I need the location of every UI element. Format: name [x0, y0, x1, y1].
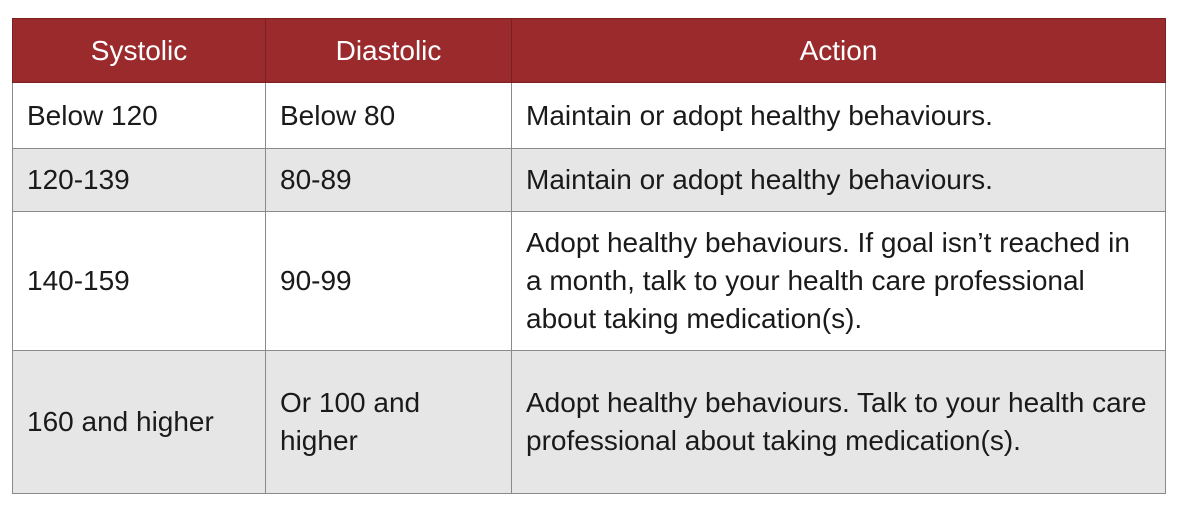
table-row: 160 and higher Or 100 and higher Adopt hea… [12, 350, 1166, 494]
table-row: 140-159 90-99 Adopt healthy behaviours. If… [12, 211, 1166, 351]
header-cell: Diastolic [265, 18, 512, 83]
table-cell: Adopt healthy behaviours. If goal isn’t … [511, 211, 1166, 351]
table-cell: Adopt healthy behaviours. Talk to your h… [511, 350, 1166, 494]
table-body: Below 120 Below 80 Maintain or adopt healt… [12, 82, 1166, 494]
table-head: Systolic Diastolic Action [12, 18, 1166, 83]
table-cell: Below 80 [265, 82, 512, 149]
header-cell: Systolic [12, 18, 266, 83]
table-cell: Maintain or adopt healthy behaviours. [511, 82, 1166, 149]
table-cell: 140-159 [12, 211, 266, 351]
table-cell: 80-89 [265, 148, 512, 212]
table-cell: 90-99 [265, 211, 512, 351]
table-cell: Below 120 [12, 82, 266, 149]
bp-table: Systolic Diastolic Action Below 120 Below… [12, 18, 1166, 494]
table-row: Below 120 Below 80 Maintain or adopt healt… [12, 82, 1166, 149]
table-cell: 160 and higher [12, 350, 266, 494]
table-cell: 120-139 [12, 148, 266, 212]
table-cell: Or 100 and higher [265, 350, 512, 494]
header-row: Systolic Diastolic Action [12, 18, 1166, 83]
table-row: 120-139 80-89 Maintain or adopt healthy be… [12, 148, 1166, 212]
table-cell: Maintain or adopt healthy behaviours. [511, 148, 1166, 212]
header-cell: Action [511, 18, 1166, 83]
